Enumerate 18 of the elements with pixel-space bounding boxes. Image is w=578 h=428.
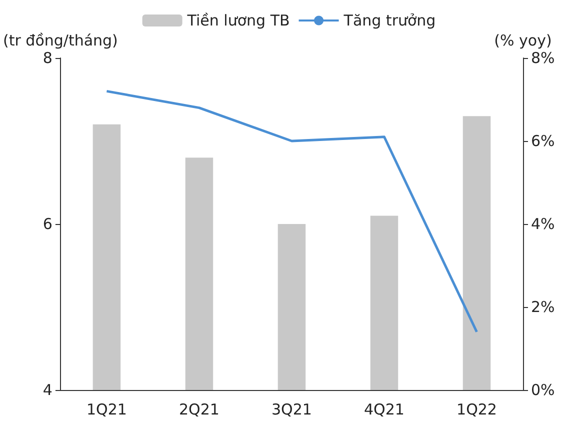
x-tick-label: 3Q21: [272, 400, 312, 418]
x-tick-label: 4Q21: [364, 400, 404, 418]
y2-tick-label: 4%: [531, 215, 555, 233]
y2-tick-label: 8%: [531, 49, 555, 67]
y2-tick-label: 6%: [531, 132, 555, 150]
x-tick-label: 2Q21: [179, 400, 220, 418]
y-tick-label: 4: [42, 381, 52, 399]
legend-label: Tiền lương TB: [186, 12, 290, 30]
y-tick-label: 6: [42, 215, 52, 233]
y-axis-title: (tr đồng/tháng): [2, 32, 118, 50]
y2-tick-label: 2%: [531, 298, 555, 316]
y2-tick-label: 0%: [531, 381, 555, 399]
x-tick-label: 1Q22: [456, 400, 497, 418]
legend-label: Tăng trưởng: [342, 12, 436, 30]
y-tick-label: 8: [42, 49, 52, 67]
x-tick-label: 1Q21: [86, 400, 127, 418]
y2-axis-title: (% yoy): [494, 32, 552, 50]
line-series: [105, 90, 478, 334]
